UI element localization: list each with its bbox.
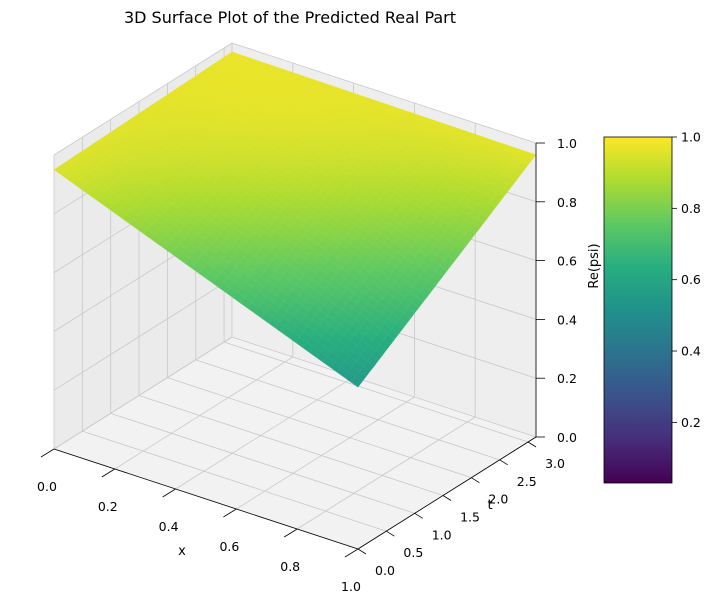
t-tick-label: 3.0: [545, 456, 565, 471]
colorbar-ticks: 0.2 0.4 0.6 0.8 1.0: [672, 130, 701, 430]
grid-line: [195, 359, 500, 461]
t-tick-label: 1.0: [432, 527, 452, 542]
grid-line: [223, 341, 529, 443]
t-tick: [471, 477, 480, 484]
x-tick-label: 1.0: [341, 579, 361, 594]
surface-patch: [350, 376, 363, 388]
x-tick-label: 0.2: [98, 499, 118, 514]
z-tick-label: 0.6: [557, 254, 577, 269]
x-tick: [162, 488, 176, 498]
grid-line: [231, 336, 537, 438]
colorbar-tick-label: 1.0: [681, 130, 701, 145]
grid-line: [114, 356, 294, 470]
t-tick-label: 1.5: [460, 509, 480, 524]
x-axis-line: [53, 448, 359, 550]
colorbar-tick-label: 0.8: [681, 201, 701, 216]
grid-line: [296, 416, 476, 530]
t-tick: [414, 512, 423, 519]
colorbar-tick-label: 0.6: [681, 272, 701, 287]
grid-line: [53, 336, 233, 450]
x-tick: [223, 508, 237, 518]
t-tick: [357, 548, 367, 555]
z-tick-label: 1.0: [557, 136, 577, 151]
t-tick: [442, 495, 452, 501]
floor-pane: [54, 337, 536, 549]
t-tick-label: 2.0: [488, 492, 508, 507]
t-tick-label: 0.5: [403, 545, 423, 560]
grid-line: [236, 396, 415, 510]
z-tick-label: 0.4: [557, 312, 577, 327]
grid-line: [82, 430, 387, 532]
axis-ticks: 0.0 0.2 0.4 0.6 0.8 1.0 0.0 0.5 1.0 1.5 2.0 2.5 3.0 0…: [37, 136, 577, 594]
t-axis-label: t: [487, 498, 492, 513]
x-axis-label: x: [178, 544, 186, 559]
x-tick: [344, 548, 359, 558]
surface: [53, 51, 537, 388]
grid-line: [231, 42, 537, 144]
z-tick-label: 0.2: [557, 371, 577, 386]
grid-line: [53, 42, 233, 156]
t-tick: [527, 441, 537, 448]
x-tick-label: 0.6: [219, 539, 239, 554]
x-tick: [101, 468, 116, 478]
x-tick: [40, 448, 55, 458]
colorbar: [603, 136, 673, 484]
grid-line: [175, 376, 354, 490]
x-tick: [283, 528, 298, 538]
z-tick-label: 0.8: [557, 195, 577, 210]
t-tick: [386, 530, 395, 537]
colorbar-tick-label: 0.2: [681, 415, 701, 430]
t-tick: [499, 459, 508, 466]
grid-line: [138, 395, 444, 496]
t-tick-label: 2.5: [517, 474, 537, 489]
colorbar-tick-label: 0.4: [681, 344, 701, 359]
grid-line: [167, 377, 472, 479]
y-axis-line: [357, 436, 537, 550]
z-axis-label: Re(psi): [587, 243, 602, 288]
grid-line: [53, 277, 233, 391]
grid-line: [110, 412, 415, 514]
x-tick-label: 0.8: [280, 559, 300, 574]
x-tick-label: 0.4: [159, 519, 179, 534]
t-tick-label: 0.0: [375, 563, 395, 578]
z-tick-label: 0.0: [557, 430, 577, 445]
chart-title: 3D Surface Plot of the Predicted Real Pa…: [124, 8, 456, 27]
x-tick-label: 0.0: [37, 479, 57, 494]
